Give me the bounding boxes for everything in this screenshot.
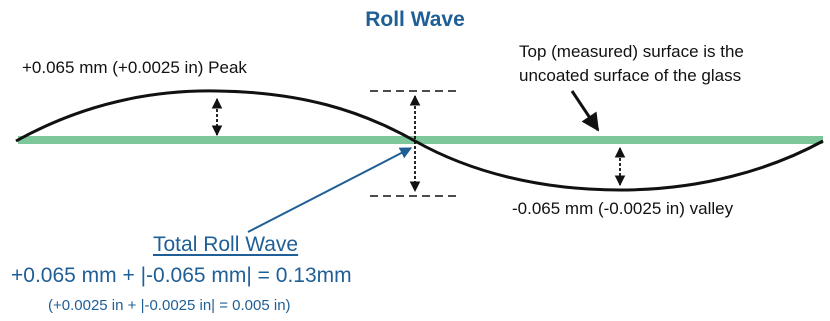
valley-label: -0.065 mm (-0.0025 in) valley	[512, 199, 734, 218]
top-surface-note: Top (measured) surface is the uncoated s…	[519, 40, 744, 88]
top-surface-note-line-1: Top (measured) surface is the	[519, 42, 744, 61]
total-roll-wave-label: Total Roll Wave	[153, 233, 299, 256]
total-equation-in: (+0.0025 in + |-0.0025 in| = 0.005 in)	[48, 297, 291, 314]
top-surface-note-line-2: uncoated surface of the glass	[519, 66, 742, 85]
glass-reference-band	[18, 136, 823, 144]
peak-label: +0.065 mm (+0.0025 in) Peak	[22, 58, 247, 77]
total-callout-arrow	[247, 147, 413, 233]
top-surface-callout-arrow	[570, 90, 600, 132]
total-equation-mm: +0.065 mm + |-0.065 mm| = 0.13mm	[11, 264, 352, 287]
diagram-title: Roll Wave	[365, 8, 465, 31]
